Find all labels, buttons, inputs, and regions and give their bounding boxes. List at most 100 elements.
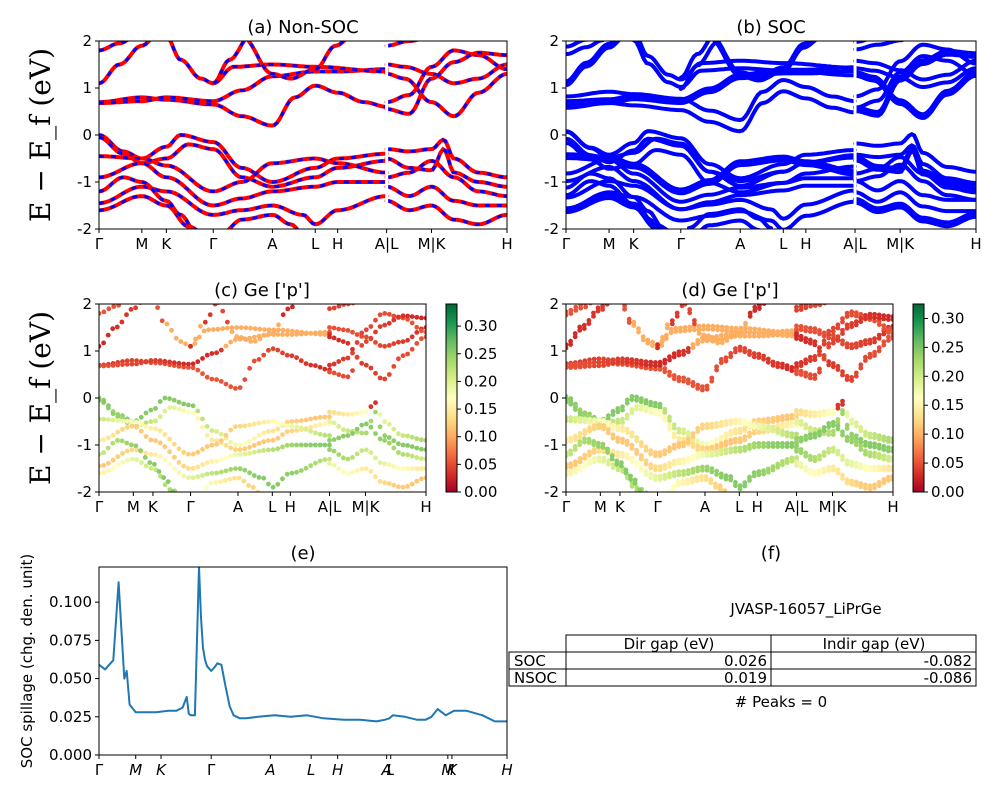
proj-dot-11-30-0 [237, 466, 243, 472]
proj-dot-10-31-1 [709, 449, 715, 455]
proj-dot-22-0-0 [327, 437, 332, 443]
proj-dot-8-41-0 [756, 430, 762, 435]
ytick-label-4: 2 [82, 295, 92, 313]
ytick-label-2: 0 [549, 126, 559, 144]
proj-dot-15-3-1 [807, 337, 813, 343]
proj-dot-1-1-0 [101, 309, 107, 315]
proj-dot-7-30-0 [237, 442, 243, 448]
proj-dot-10-28-1 [695, 451, 701, 457]
proj-dot-24-1-0 [331, 462, 337, 468]
proj-dot-24-6-0 [821, 469, 827, 475]
proj-dot-6-12-1 [733, 328, 739, 334]
proj-dot-21-10-0 [840, 411, 845, 417]
proj-dot-3-12-0 [153, 358, 158, 363]
proj-dot-24-14-1 [858, 481, 864, 486]
proj-dot-10-22-1 [667, 460, 672, 466]
proj-dot-6-9-0 [252, 338, 258, 344]
panel-c-colorbar-ticks: 0.000.050.100.150.200.250.30 [457, 317, 497, 501]
proj-dot-21-4-1 [812, 426, 818, 432]
proj-dot-8-35-1 [728, 437, 734, 443]
proj-dot-8-39-0 [280, 432, 285, 437]
proj-dot-12-11-0 [148, 465, 154, 471]
proj-dot-12-6-0 [124, 457, 130, 463]
proj-dot-23-1-0 [331, 448, 337, 454]
proj-dot-15-3-0 [340, 339, 346, 344]
proj-dot-11-18-0 [648, 475, 654, 481]
soc-band-14-0 [699, 218, 763, 229]
xtick-label-0: Γ [562, 235, 571, 253]
proj-dot-9-47-0 [317, 431, 323, 437]
proj-dot-9-30-0 [237, 423, 243, 429]
proj-dot-17-13-1 [853, 310, 859, 316]
proj-dot-11-19-0 [186, 475, 191, 481]
proj-dot-14-3-1 [675, 479, 681, 485]
panel-f-title: (f) [761, 543, 781, 564]
proj-dot-7-38-0 [742, 428, 748, 433]
proj-dot-16-7-0 [359, 334, 365, 339]
proj-dot-17-7-0 [359, 330, 365, 336]
proj-dot-20-1-1 [798, 408, 804, 414]
proj-dot-17-12-1 [849, 309, 855, 315]
proj-dot-9-23-1 [671, 442, 677, 448]
proj-dot-11-44-1 [770, 464, 776, 470]
proj-dot-11-43-1 [765, 466, 771, 472]
proj-dot-4-32-0 [299, 329, 305, 335]
proj-dot-6-8-0 [715, 340, 720, 346]
proj-dot-23-5-0 [350, 455, 355, 460]
proj-dot-21-14-0 [858, 440, 864, 445]
proj-dot-13-2-1 [572, 444, 578, 449]
proj-dot-7-42-0 [294, 418, 299, 424]
proj-dot-9-31-0 [709, 425, 715, 430]
proj-dot-22-5-1 [817, 429, 822, 435]
xtick-label-5: L [779, 235, 788, 253]
proj-dot-11-44-0 [770, 467, 776, 473]
proj-dot-6-2-0 [687, 310, 693, 316]
proj-dot-11-13-0 [157, 454, 163, 459]
proj-dot-22-15-0 [863, 451, 868, 457]
xtick-label-3: Γ [186, 498, 195, 516]
xtick-label-8: M|K [819, 498, 848, 516]
proj-dot-14-1-0 [666, 493, 671, 498]
proj-dot-10-15-0 [634, 451, 639, 456]
proj-dot-16-12-1 [849, 342, 855, 347]
proj-dot-6-16-0 [752, 308, 758, 313]
proj-dot-21-16-1 [867, 441, 873, 446]
proj-dot-10-32-1 [714, 449, 719, 454]
proj-dot-16-2-0 [803, 328, 809, 334]
proj-dot-8-2-0 [573, 407, 578, 413]
proj-dot-10-17-0 [176, 460, 182, 465]
proj-dot-18-6-0 [354, 355, 360, 360]
proj-dot-3-21-1 [662, 357, 668, 363]
proj-dot-14-14-1 [727, 493, 732, 498]
proj-dot-3-12-1 [620, 356, 625, 362]
proj-dot-2-33-0 [718, 360, 724, 366]
proj-dot-10-5-0 [587, 428, 592, 434]
soc-band-16-1 [853, 58, 976, 82]
proj-dot-10-8-1 [601, 423, 606, 428]
proj-dot-9-13-1 [624, 426, 630, 432]
proj-dot-1-2-0 [573, 308, 579, 313]
proj-dot-11-37-0 [737, 486, 743, 492]
proj-dot-14-2-1 [671, 484, 676, 489]
proj-dot-12-10-0 [610, 465, 616, 471]
proj-dot-2-25-1 [681, 375, 686, 381]
soc-band-22-1 [853, 155, 976, 195]
proj-dot-3-19-1 [653, 360, 658, 365]
panel-d-title: (d) Ge ['p'] [681, 280, 778, 301]
proj-dot-11-25-0 [681, 472, 686, 478]
proj-dot-20-18-0 [409, 434, 415, 440]
proj-dot-15-21-0 [423, 334, 426, 340]
proj-dot-2-26-0 [218, 379, 224, 384]
proj-dot-11-6-1 [591, 446, 597, 452]
nonsoc-band-21 [384, 146, 507, 189]
proj-dot-7-32-0 [247, 439, 253, 444]
proj-dot-2-43-0 [298, 358, 304, 364]
proj-dot-17-9-0 [835, 325, 841, 331]
proj-dot-8-3-0 [110, 411, 116, 417]
proj-dot-8-2-1 [573, 404, 578, 409]
xtick-label-9: H [420, 498, 431, 516]
panel-e-lines [99, 567, 507, 723]
proj-dot-9-4-1 [582, 416, 588, 422]
proj-dot-6-9-1 [719, 337, 725, 342]
